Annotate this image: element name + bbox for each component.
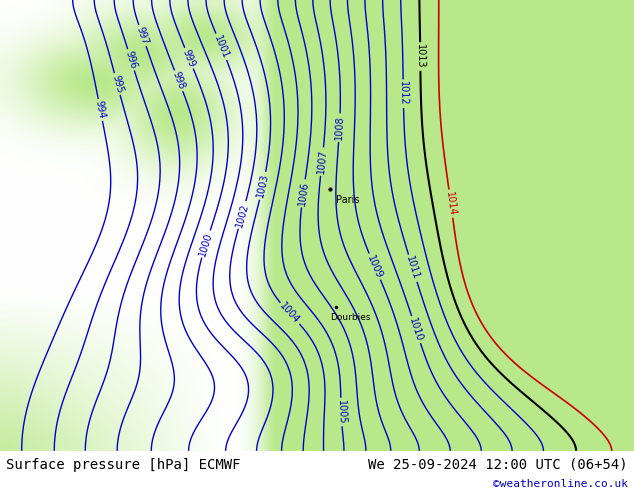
Text: 1004: 1004 bbox=[278, 301, 302, 326]
Text: We 25-09-2024 12:00 UTC (06+54): We 25-09-2024 12:00 UTC (06+54) bbox=[368, 458, 628, 471]
Text: 1006: 1006 bbox=[297, 180, 310, 206]
Text: 1001: 1001 bbox=[212, 34, 231, 60]
Text: 1010: 1010 bbox=[408, 317, 425, 343]
Text: Dourbies: Dourbies bbox=[330, 313, 370, 322]
Text: Paris: Paris bbox=[336, 195, 359, 205]
Text: 1012: 1012 bbox=[398, 81, 408, 106]
Text: ©weatheronline.co.uk: ©weatheronline.co.uk bbox=[493, 479, 628, 489]
Text: 1005: 1005 bbox=[335, 399, 347, 424]
Text: 1014: 1014 bbox=[444, 191, 457, 217]
Text: 1003: 1003 bbox=[256, 173, 270, 199]
Text: 1000: 1000 bbox=[197, 231, 214, 257]
Text: 994: 994 bbox=[94, 100, 107, 120]
Text: 995: 995 bbox=[110, 74, 124, 94]
Text: 1002: 1002 bbox=[234, 202, 250, 228]
Text: 1007: 1007 bbox=[316, 149, 328, 174]
Text: 997: 997 bbox=[134, 25, 150, 46]
Text: 998: 998 bbox=[171, 71, 186, 91]
Text: 999: 999 bbox=[181, 48, 197, 69]
Text: Surface pressure [hPa] ECMWF: Surface pressure [hPa] ECMWF bbox=[6, 458, 241, 471]
Text: 1011: 1011 bbox=[404, 255, 421, 281]
Text: 1013: 1013 bbox=[415, 44, 425, 69]
Text: 996: 996 bbox=[124, 49, 138, 70]
Text: 1008: 1008 bbox=[334, 115, 345, 140]
Text: 1009: 1009 bbox=[365, 253, 384, 280]
